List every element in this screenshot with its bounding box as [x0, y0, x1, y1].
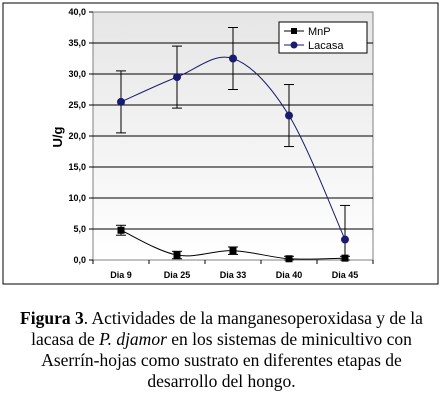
data-point-mnp — [173, 251, 181, 259]
data-point-lacasa — [341, 235, 349, 244]
y-tick-label: 25,0 — [68, 100, 86, 110]
legend-label-lacasa: Lacasa — [308, 40, 344, 52]
x-axis-ticks: Dia 9 Dia 25 Dia 33 Dia 40 Dia 45 — [92, 260, 374, 280]
y-tick-label: 30,0 — [68, 69, 86, 79]
data-point-lacasa — [285, 111, 293, 120]
figure-caption: Figura 3. Actividades de la manganesoper… — [10, 308, 433, 392]
y-tick-label: 35,0 — [68, 38, 86, 48]
legend-swatch-lacasa-marker — [290, 41, 298, 49]
data-point-mnp — [285, 255, 293, 263]
legend: MnP Lacasa — [278, 21, 368, 54]
caption-text-2: en los sistemas de minicultivo con Aserr… — [41, 329, 412, 391]
y-axis-ticks: 0,0 5,0 10,0 15,0 20,0 25,0 30,0 35,0 40,0 — [68, 7, 93, 265]
x-tick-label: Dia 9 — [110, 270, 132, 280]
y-tick-label: 40,0 — [68, 7, 86, 17]
data-point-lacasa — [173, 73, 181, 82]
x-tick-label: Dia 40 — [276, 270, 303, 280]
data-point-mnp — [117, 226, 125, 234]
y-tick-label: 5,0 — [73, 224, 86, 234]
chart-svg: 0,0 5,0 10,0 15,0 20,0 25,0 30,0 35,0 40,0 Dia 9… — [2, 2, 439, 285]
y-tick-label: 15,0 — [68, 162, 86, 172]
legend-swatch-mnp-marker — [291, 28, 297, 34]
data-point-lacasa — [229, 54, 237, 63]
series — [116, 27, 350, 263]
legend-label-mnp: MnP — [308, 26, 331, 38]
y-axis-label: U/g — [50, 126, 65, 147]
y-tick-label: 0,0 — [73, 255, 86, 265]
x-tick-label: Dia 45 — [332, 270, 359, 280]
data-point-mnp — [229, 247, 237, 255]
y-tick-label: 20,0 — [68, 131, 86, 141]
caption-species: P. djamor — [99, 329, 167, 349]
x-tick-label: Dia 33 — [220, 270, 247, 280]
chart: 0,0 5,0 10,0 15,0 20,0 25,0 30,0 35,0 40,0 Dia 9… — [2, 2, 439, 285]
caption-text-1: . Actividades de la manganesoperoxidasa … — [31, 308, 423, 349]
caption-label: Figura 3 — [20, 308, 84, 328]
y-tick-label: 10,0 — [68, 193, 86, 203]
x-tick-label: Dia 25 — [164, 270, 191, 280]
gridlines — [93, 42, 373, 230]
series-line-lacasa — [120, 56, 346, 240]
data-point-lacasa — [117, 97, 125, 106]
